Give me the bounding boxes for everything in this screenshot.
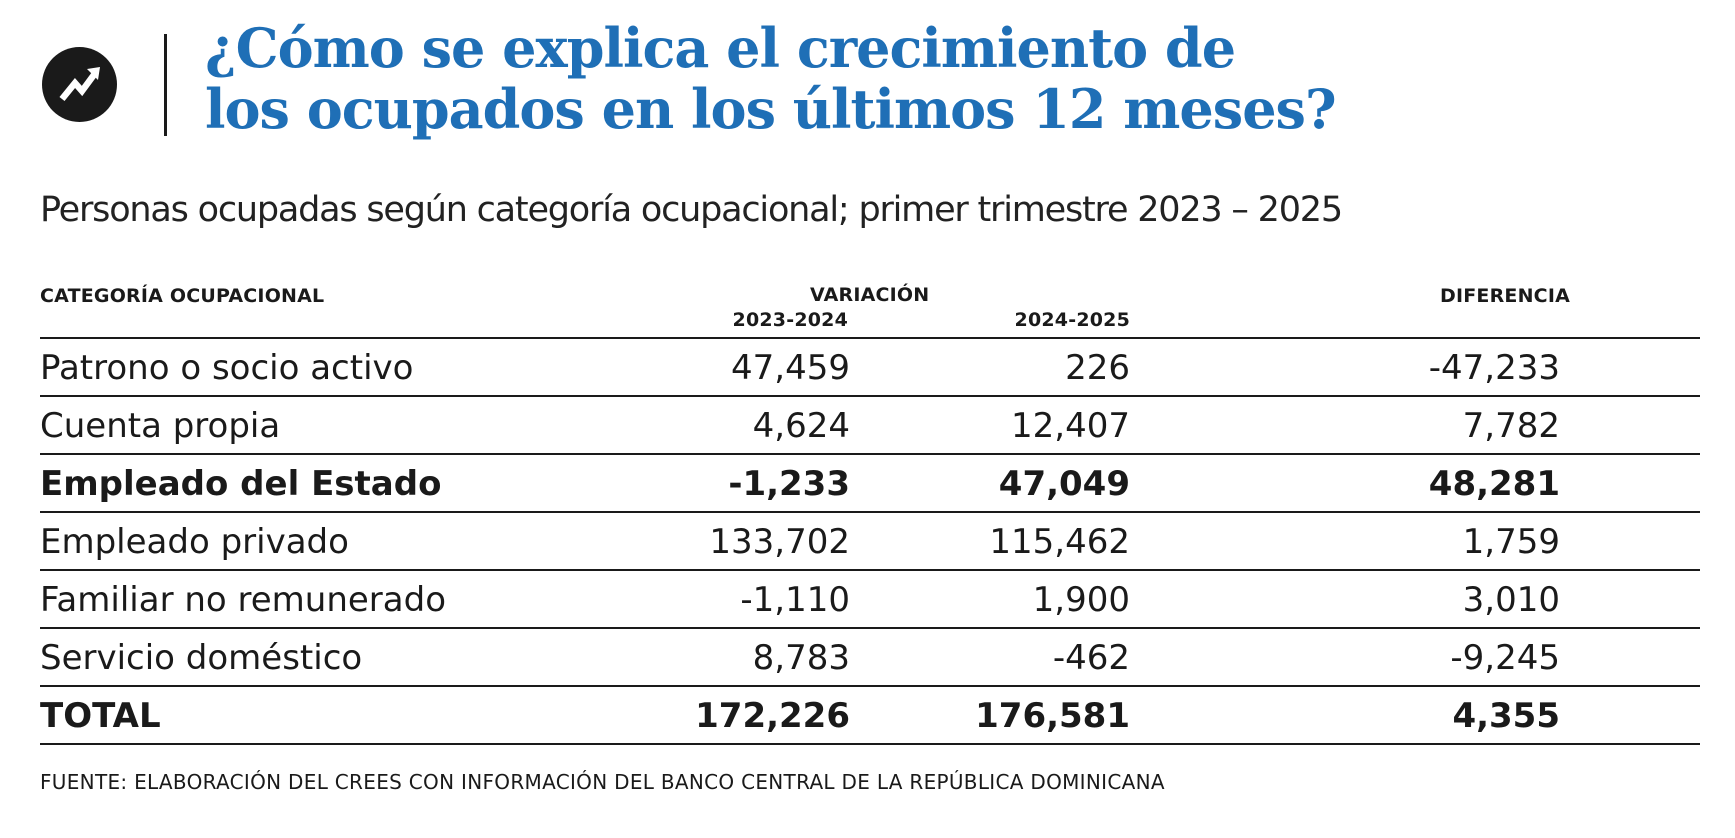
table-body: Patrono o socio activo 47,459 226 -47,23… <box>40 339 1700 745</box>
page-title: ¿Cómo se explica el crecimiento de los o… <box>205 18 1705 140</box>
table-row: Patrono o socio activo 47,459 226 -47,23… <box>40 339 1700 397</box>
row-label: TOTAL <box>40 696 161 736</box>
value-2023-2024: 8,783 <box>752 638 850 678</box>
row-label: Familiar no remunerado <box>40 580 446 620</box>
source-note: FUENTE: ELABORACIÓN DEL CREES CON INFORM… <box>40 770 1165 794</box>
title-line-1: ¿Cómo se explica el crecimiento de <box>205 16 1236 80</box>
value-2023-2024: 4,624 <box>752 406 850 446</box>
value-difference: 4,355 <box>1452 696 1560 736</box>
header-category: CATEGORÍA OCUPACIONAL <box>40 285 325 307</box>
value-2024-2025: 12,407 <box>1011 406 1130 446</box>
value-difference: 48,281 <box>1428 464 1560 504</box>
value-2024-2025: 226 <box>1065 348 1130 388</box>
value-2023-2024: -1,233 <box>728 464 850 504</box>
value-2023-2024: -1,110 <box>740 580 850 620</box>
header-rule <box>40 337 1700 339</box>
value-2024-2025: 47,049 <box>998 464 1130 504</box>
table-row-total: TOTAL 172,226 176,581 4,355 <box>40 687 1700 745</box>
value-2023-2024: 133,702 <box>709 522 850 562</box>
subtitle: Personas ocupadas según categoría ocupac… <box>40 190 1343 230</box>
table-row: Empleado del Estado -1,233 47,049 48,281 <box>40 455 1700 513</box>
row-label: Cuenta propia <box>40 406 281 446</box>
value-2024-2025: 115,462 <box>989 522 1130 562</box>
table-row: Cuenta propia 4,624 12,407 7,782 <box>40 397 1700 455</box>
header-variation: VARIACIÓN <box>810 284 930 306</box>
row-label: Empleado privado <box>40 522 349 562</box>
value-2023-2024: 47,459 <box>731 348 850 388</box>
value-2024-2025: 1,900 <box>1032 580 1130 620</box>
value-difference: 3,010 <box>1462 580 1560 620</box>
table-row: Empleado privado 133,702 115,462 1,759 <box>40 513 1700 571</box>
value-difference: 7,782 <box>1462 406 1560 446</box>
value-difference: 1,759 <box>1462 522 1560 562</box>
value-difference: -9,245 <box>1450 638 1560 678</box>
header-divider <box>164 34 167 136</box>
header-period-2023-2024: 2023-2024 <box>732 309 848 331</box>
table-row: Servicio doméstico 8,783 -462 -9,245 <box>40 629 1700 687</box>
trend-arrow-icon <box>59 67 100 102</box>
value-2024-2025: 176,581 <box>975 696 1130 736</box>
value-difference: -47,233 <box>1428 348 1560 388</box>
table-row: Familiar no remunerado -1,110 1,900 3,01… <box>40 571 1700 629</box>
value-2023-2024: 172,226 <box>695 696 850 736</box>
value-2024-2025: -462 <box>1052 638 1130 678</box>
row-label: Empleado del Estado <box>40 464 442 504</box>
row-label: Servicio doméstico <box>40 638 363 678</box>
logo <box>42 47 117 122</box>
title-line-2: los ocupados en los últimos 12 meses? <box>205 77 1337 141</box>
header-difference: DIFERENCIA <box>1439 285 1570 307</box>
row-label: Patrono o socio activo <box>40 348 414 388</box>
header-period-2024-2025: 2024-2025 <box>1014 309 1130 331</box>
